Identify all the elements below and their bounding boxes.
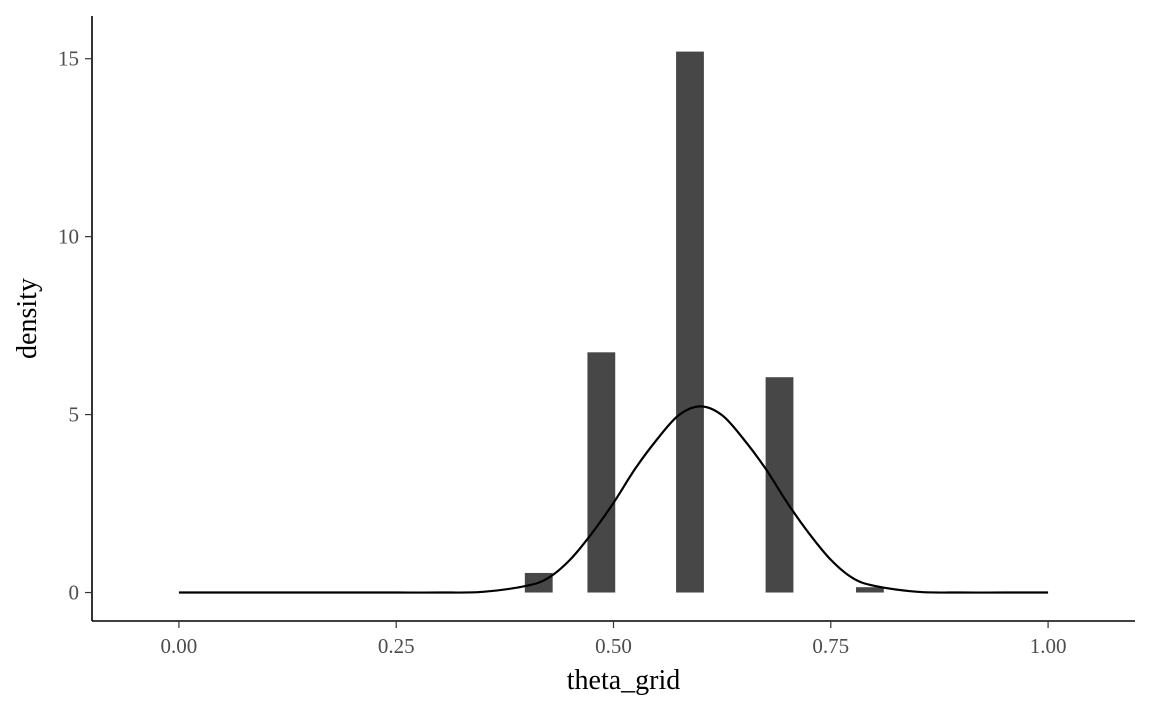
histogram-bar-4 (855, 587, 884, 593)
x-tick-label-4: 1.00 (1030, 634, 1067, 658)
histogram-bar-2 (676, 51, 704, 593)
x-tick-label-1: 0.25 (378, 634, 415, 658)
x-axis-ticks: 0.00 0.25 0.50 0.75 1.00 (161, 621, 1067, 658)
histogram-bar-1 (587, 352, 616, 593)
y-axis-title: density (12, 278, 43, 359)
x-tick-label-3: 0.75 (812, 634, 849, 658)
x-tick-label-0: 0.00 (161, 634, 198, 658)
y-tick-label-1: 5 (69, 403, 80, 427)
y-tick-label-0: 0 (69, 581, 80, 605)
y-axis-ticks: 0 5 10 15 (58, 47, 92, 605)
x-tick-label-2: 0.50 (595, 634, 632, 658)
histogram-bars (524, 51, 884, 593)
x-axis-title: theta_grid (567, 665, 681, 696)
histogram-bar-3 (765, 377, 794, 593)
y-tick-label-2: 10 (58, 225, 79, 249)
y-tick-label-3: 15 (58, 47, 79, 71)
density-curve-line (178, 405, 1049, 594)
